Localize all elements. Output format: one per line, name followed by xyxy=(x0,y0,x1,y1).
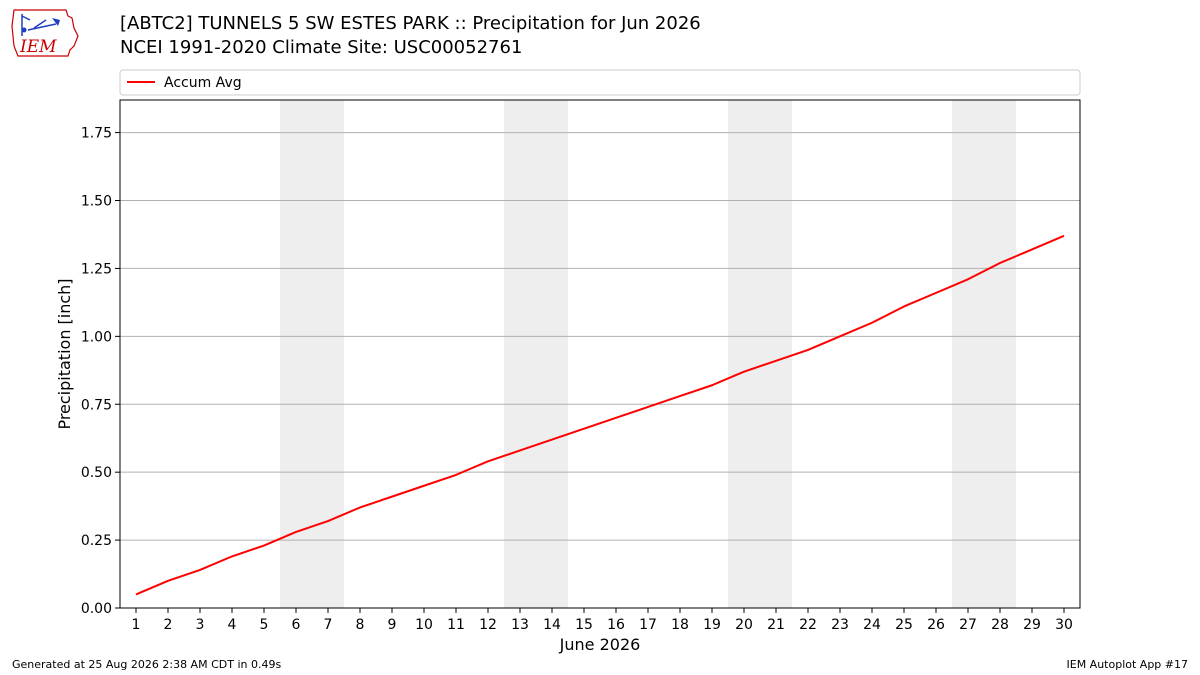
x-tick-label: 27 xyxy=(959,617,977,633)
x-tick-label: 30 xyxy=(1055,617,1073,633)
x-tick-label: 16 xyxy=(607,617,625,633)
y-tick-label: 0.00 xyxy=(81,601,112,617)
x-tick-label: 17 xyxy=(639,617,657,633)
x-tick-label: 7 xyxy=(324,617,333,633)
chart-title: [ABTC2] TUNNELS 5 SW ESTES PARK :: Preci… xyxy=(120,13,701,34)
x-tick-label: 1 xyxy=(132,617,141,633)
chart-subtitle: NCEI 1991-2020 Climate Site: USC00052761 xyxy=(120,37,523,58)
y-axis-label: Precipitation [inch] xyxy=(55,278,74,429)
x-tick-label: 14 xyxy=(543,617,561,633)
weekend-band xyxy=(728,100,792,608)
x-tick-label: 28 xyxy=(991,617,1009,633)
weekend-band xyxy=(280,100,344,608)
x-tick-label: 24 xyxy=(863,617,881,633)
x-tick-label: 12 xyxy=(479,617,497,633)
x-tick-label: 10 xyxy=(415,617,433,633)
x-tick-label: 8 xyxy=(356,617,365,633)
y-tick-label: 1.25 xyxy=(81,261,112,277)
series-group xyxy=(135,234,1065,596)
x-tick-label: 20 xyxy=(735,617,753,633)
x-tick-label: 19 xyxy=(703,617,721,633)
x-tick-label: 4 xyxy=(228,617,237,633)
x-axis-label: June 2026 xyxy=(559,635,641,654)
x-tick-label: 3 xyxy=(196,617,205,633)
y-tick-label: 0.50 xyxy=(81,465,112,481)
y-tick-label: 1.75 xyxy=(81,126,112,142)
y-axis: 0.00 0.25 0.50 0.75 1.00 1.25 1.50 1.75 xyxy=(81,126,120,617)
x-tick-label: 2 xyxy=(164,617,173,633)
y-tick-label: 0.25 xyxy=(81,533,112,549)
x-tick-label: 22 xyxy=(799,617,817,633)
y-tick-label: 1.50 xyxy=(81,194,112,210)
weekend-bands xyxy=(280,100,1016,608)
weekend-band xyxy=(504,100,568,608)
x-tick-label: 21 xyxy=(767,617,785,633)
x-tick-label: 13 xyxy=(511,617,529,633)
x-tick-label: 29 xyxy=(1023,617,1041,633)
y-tick-label: 0.75 xyxy=(81,397,112,413)
legend-box xyxy=(119,69,1081,96)
plot-frame xyxy=(119,99,1081,609)
footer-app-text: IEM Autoplot App #17 xyxy=(1066,658,1189,671)
x-tick-label: 25 xyxy=(895,617,913,633)
series-line-accum-avg xyxy=(135,234,1065,596)
x-tick-label: 5 xyxy=(260,617,269,633)
x-tick-label: 11 xyxy=(447,617,465,633)
x-tick-label: 18 xyxy=(671,617,689,633)
x-tick-label: 9 xyxy=(388,617,397,633)
logo-text: IEM xyxy=(19,37,57,57)
x-axis: 1 2 3 4 5 6 7 8 9 10 11 12 13 14 15 16 17 18 19 20 21 22 23 24 2… xyxy=(132,608,1073,633)
legend: Accum Avg xyxy=(119,69,1081,96)
x-tick-label: 23 xyxy=(831,617,849,633)
grid-lines xyxy=(120,132,1080,609)
weekend-band xyxy=(952,100,1016,608)
iem-logo: IEM xyxy=(11,9,79,57)
legend-label: Accum Avg xyxy=(164,75,242,91)
y-tick-label: 1.00 xyxy=(81,329,112,345)
x-tick-label: 6 xyxy=(292,617,301,633)
footer-generated-text: Generated at 25 Aug 2026 2:38 AM CDT in … xyxy=(12,658,282,671)
x-tick-label: 15 xyxy=(575,617,593,633)
x-tick-label: 26 xyxy=(927,617,945,633)
